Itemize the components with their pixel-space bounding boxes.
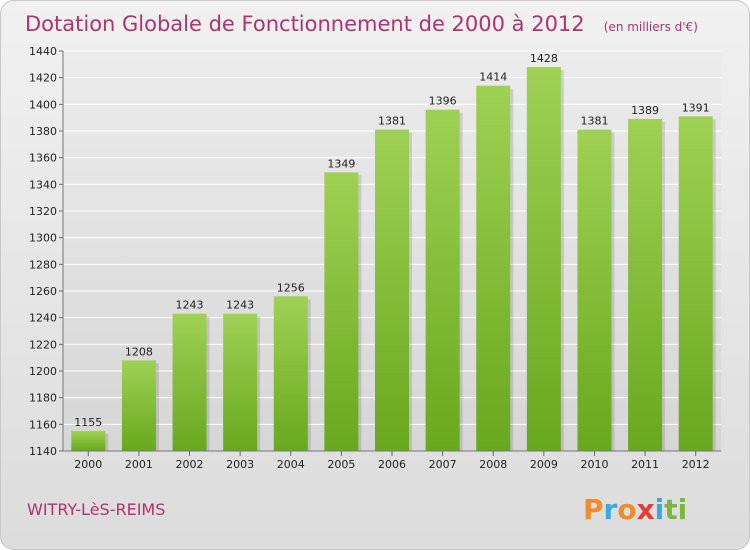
bars — [71, 67, 716, 452]
x-tick-label: 2009 — [530, 458, 558, 471]
location-name: WITRY-LèS-REIMS — [27, 500, 165, 519]
y-tick-label: 1220 — [29, 338, 57, 351]
y-tick-label: 1180 — [29, 392, 57, 405]
x-tick-label: 2008 — [479, 458, 507, 471]
proxiti-logo: Proxiti — [583, 493, 687, 526]
bar — [172, 313, 207, 451]
x-tick-label: 2002 — [176, 458, 204, 471]
x-tick-label: 2003 — [226, 458, 254, 471]
bar — [273, 296, 308, 451]
logo-letter: r — [604, 493, 618, 526]
bar — [223, 313, 258, 451]
x-tick-label: 2007 — [429, 458, 457, 471]
data-label: 1243 — [176, 299, 204, 312]
data-label: 1208 — [125, 345, 153, 358]
x-tick-label: 2012 — [682, 458, 710, 471]
y-axis-ticks: 1140 1160 1180 1200 1220 1240 1260 1280 1300 1320… — [29, 45, 64, 458]
y-tick-label: 1440 — [29, 45, 57, 58]
x-tick-label: 2011 — [631, 458, 659, 471]
bar — [526, 67, 561, 451]
y-tick-label: 1280 — [29, 258, 57, 271]
y-tick-label: 1380 — [29, 125, 57, 138]
data-label: 1381 — [580, 115, 608, 128]
chart-title-unit: (en milliers d'€) — [604, 20, 698, 34]
x-tick-label: 2004 — [277, 458, 305, 471]
data-label: 1396 — [429, 95, 457, 108]
bar — [577, 129, 612, 451]
logo-letter: i — [678, 493, 688, 526]
data-label: 1349 — [327, 157, 355, 170]
data-label: 1381 — [378, 115, 406, 128]
y-tick-label: 1140 — [29, 445, 57, 458]
data-labels: 1155 1208 1243 1243 1256 1349 1381 1396 1414 1428… — [74, 52, 709, 429]
data-label: 1256 — [277, 281, 305, 294]
logo-letter: x — [637, 493, 655, 526]
y-tick-label: 1200 — [29, 365, 57, 378]
y-tick-label: 1340 — [29, 178, 57, 191]
x-tick-label: 2006 — [378, 458, 406, 471]
logo-letter: i — [655, 493, 665, 526]
bar — [678, 116, 713, 451]
x-tick-label: 2000 — [74, 458, 102, 471]
x-axis-ticks: 2000 2001 2002 2003 2004 2005 2006 2007 2008 2009… — [63, 450, 721, 471]
y-tick-label: 1160 — [29, 418, 57, 431]
x-tick-label: 2001 — [125, 458, 153, 471]
logo-letter: o — [617, 493, 636, 526]
logo-letter: t — [664, 493, 677, 526]
bar — [121, 360, 156, 451]
y-tick-label: 1360 — [29, 152, 57, 165]
bar — [375, 129, 409, 451]
logo-letter: P — [583, 493, 604, 526]
x-tick-label: 2010 — [580, 458, 608, 471]
data-label: 1389 — [631, 104, 659, 117]
y-tick-label: 1320 — [29, 205, 57, 218]
bar — [324, 172, 359, 452]
chart-title-main: Dotation Globale de Fonctionnement de 20… — [25, 12, 585, 36]
bar — [476, 85, 511, 452]
data-label: 1428 — [530, 52, 558, 65]
bar — [71, 431, 106, 451]
y-tick-label: 1420 — [29, 72, 57, 85]
data-label: 1414 — [479, 71, 507, 84]
y-tick-label: 1240 — [29, 312, 57, 325]
y-tick-label: 1400 — [29, 98, 57, 111]
bar — [425, 109, 460, 452]
data-label: 1391 — [682, 101, 710, 114]
y-tick-label: 1260 — [29, 285, 57, 298]
data-label: 1155 — [74, 416, 102, 429]
y-tick-label: 1300 — [29, 232, 57, 245]
data-label: 1243 — [226, 299, 254, 312]
x-tick-label: 2005 — [327, 458, 355, 471]
bar — [628, 119, 663, 451]
chart-title: Dotation Globale de Fonctionnement de 20… — [25, 12, 698, 36]
